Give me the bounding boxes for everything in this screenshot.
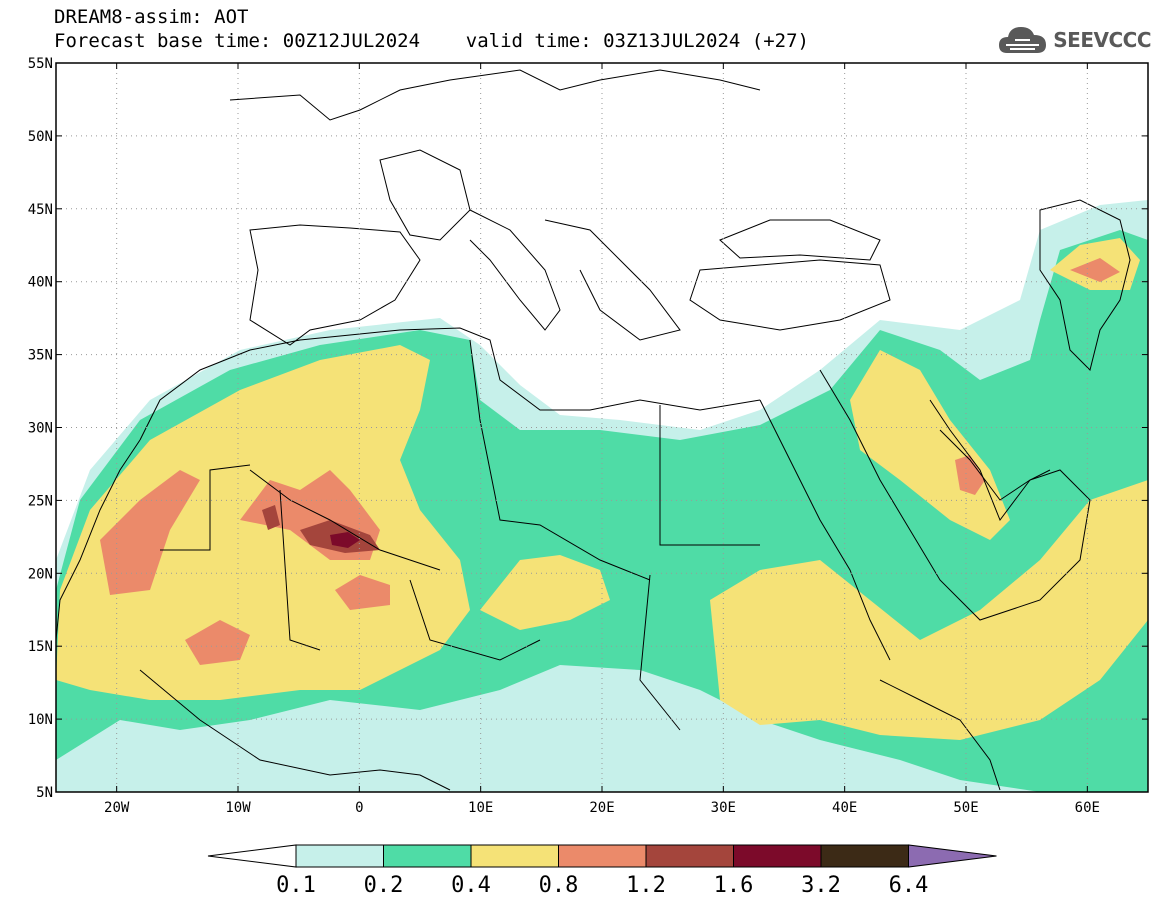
lon-tick-label: 10W — [225, 800, 251, 816]
aot-band-0.8-f — [955, 455, 985, 495]
lat-tick-label: 45N — [28, 202, 53, 218]
aot-band-0.8-c — [335, 575, 390, 610]
coast-horn — [879, 679, 1001, 791]
lat-tick-label: 20N — [28, 566, 53, 582]
coast-red-sea — [759, 399, 891, 661]
lon-tick-label: 20W — [104, 800, 130, 816]
lat-tick-label: 35N — [28, 348, 53, 364]
colorbar-label: 0.4 — [451, 873, 491, 898]
lat-tick-label: 10N — [28, 712, 53, 728]
coast-italy — [469, 209, 561, 331]
colorbar-label: 1.2 — [626, 873, 666, 898]
colorbar-swatch — [558, 844, 647, 868]
aot-band-1.6 — [330, 532, 360, 548]
colorbar-swatch — [820, 844, 909, 868]
aot-field — [56, 200, 1148, 792]
lat-tick-label: 50N — [28, 129, 53, 145]
chart-subtitle: Forecast base time: 00Z12JUL2024 valid t… — [54, 30, 809, 52]
lon-tick-label: 20E — [589, 800, 614, 816]
coastlines — [56, 69, 1131, 791]
cloud-logo-icon — [999, 27, 1047, 53]
coast-gulf-guinea — [139, 669, 451, 791]
chart-title: DREAM8-assim: AOT — [54, 6, 249, 28]
lon-tick-label: 40E — [832, 800, 857, 816]
colorbar-arrow-high — [908, 844, 997, 868]
coast-europe-north — [229, 69, 761, 121]
coast-france — [379, 149, 471, 241]
colorbar-swatch — [733, 844, 822, 868]
seevccc-logo: SEEVCCC — [997, 20, 1151, 60]
aot-band-0.8-d — [185, 620, 250, 665]
lon-tick-label: 60E — [1075, 800, 1100, 816]
coast-north-africa — [139, 327, 761, 441]
colorbar-label: 0.8 — [539, 873, 579, 898]
coast-persian-gulf — [939, 429, 1051, 501]
colorbar-label: 0.1 — [276, 873, 316, 898]
axis-ticks: 20W 10W 0 10E 20E 30E 40E 50E 60E 5N 10N 15N 20N 25N 3… — [28, 56, 1148, 816]
aot-band-0.8-a — [100, 470, 200, 595]
border-egypt — [659, 405, 760, 546]
colorbar-label: 1.6 — [714, 873, 754, 898]
border-sahara-3 — [469, 339, 651, 581]
colorbar-swatch — [645, 844, 734, 868]
lat-tick-label: 55N — [28, 56, 53, 72]
lon-tick-label: 0 — [355, 800, 363, 816]
coast-black-sea — [719, 219, 881, 261]
border-sahara-2 — [279, 489, 321, 651]
colorbar: 0.1 0.2 0.4 0.8 1.2 1.6 3.2 6.4 — [207, 844, 997, 898]
coast-turkey — [689, 259, 891, 331]
aot-band-0.4-central — [480, 555, 610, 630]
lon-tick-label: 30E — [711, 800, 736, 816]
lat-tick-label: 25N — [28, 493, 53, 509]
colorbar-label: 3.2 — [801, 873, 841, 898]
colorbar-label: 0.2 — [364, 873, 404, 898]
colorbar-label: 6.4 — [889, 873, 929, 898]
aot-band-0.4-east — [710, 480, 1148, 740]
coast-balkans — [544, 219, 681, 341]
lon-tick-label: 10E — [468, 800, 493, 816]
border-mali — [160, 464, 251, 551]
coast-iberia — [249, 224, 421, 346]
lat-tick-label: 15N — [28, 639, 53, 655]
coast-arabia — [819, 369, 1091, 621]
lat-tick-label: 40N — [28, 275, 53, 291]
aot-band-0.8-e — [1070, 258, 1120, 282]
logo-text: SEEVCCC — [1053, 28, 1151, 52]
colorbar-swatch — [295, 844, 384, 868]
coast-west-africa — [56, 439, 141, 641]
colorbar-arrow-low — [207, 844, 297, 868]
border-niger — [409, 579, 541, 661]
colorbar-swatch — [470, 844, 559, 868]
coast-caspian — [1039, 199, 1131, 371]
lon-tick-label: 50E — [953, 800, 978, 816]
colorbar-swatch — [383, 844, 472, 868]
border-sahara-1 — [249, 469, 441, 571]
aot-band-1.2-b — [262, 505, 280, 530]
lat-tick-label: 30N — [28, 421, 53, 437]
lat-tick-label: 5N — [36, 785, 53, 801]
border-sudan — [639, 574, 681, 731]
